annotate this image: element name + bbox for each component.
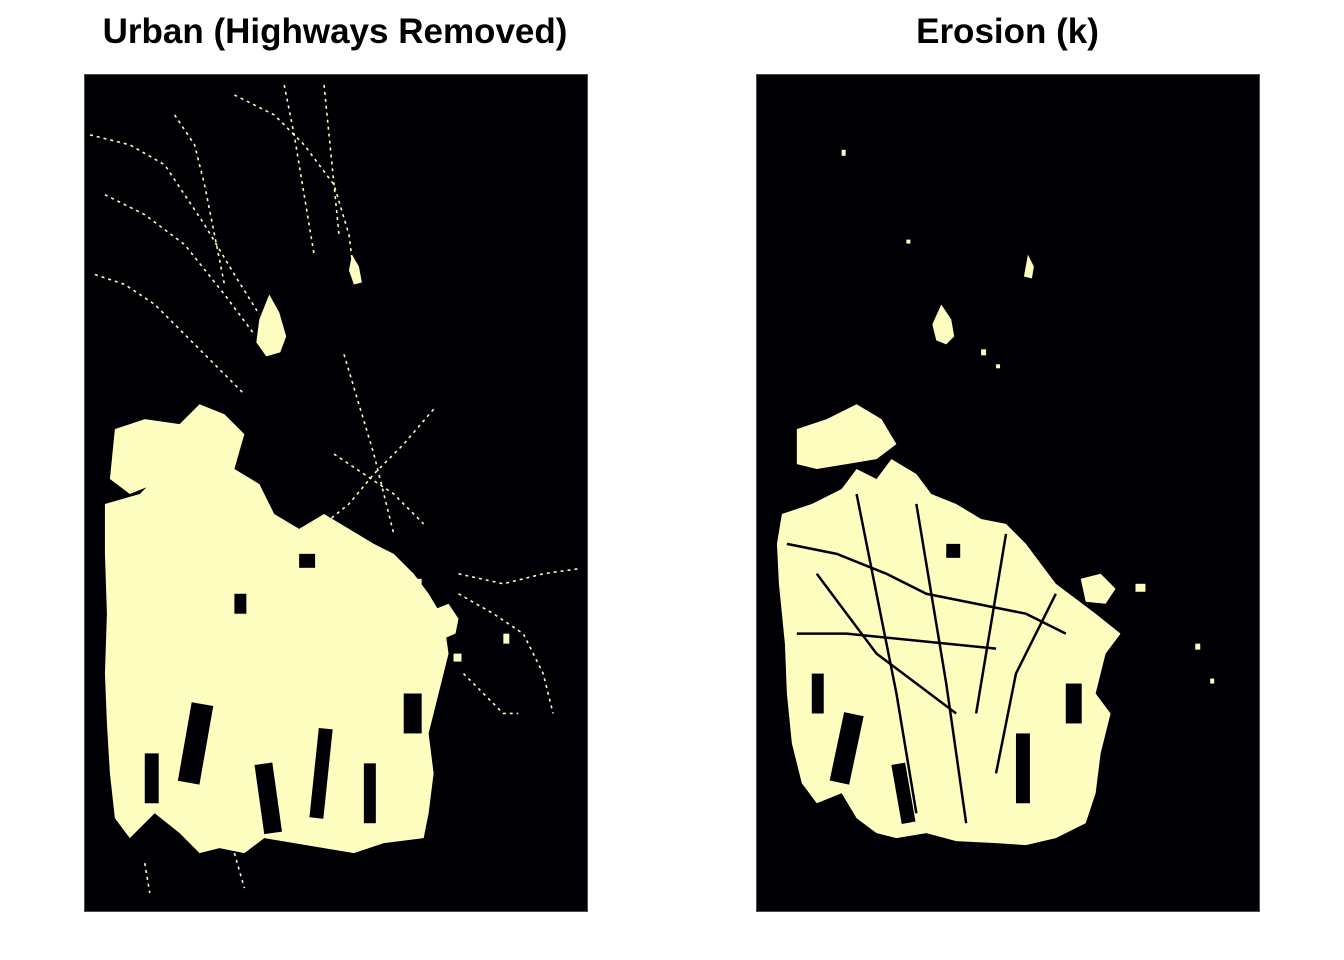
urban-raster-map — [84, 74, 588, 912]
erosion-raster-layer — [776, 149, 1215, 846]
urban-raster-layer — [89, 84, 579, 894]
panel-title-urban: Urban (Highways Removed) — [102, 12, 568, 51]
erosion-raster-map — [756, 74, 1260, 912]
panel-title-erosion: Erosion (k) — [916, 12, 1099, 51]
